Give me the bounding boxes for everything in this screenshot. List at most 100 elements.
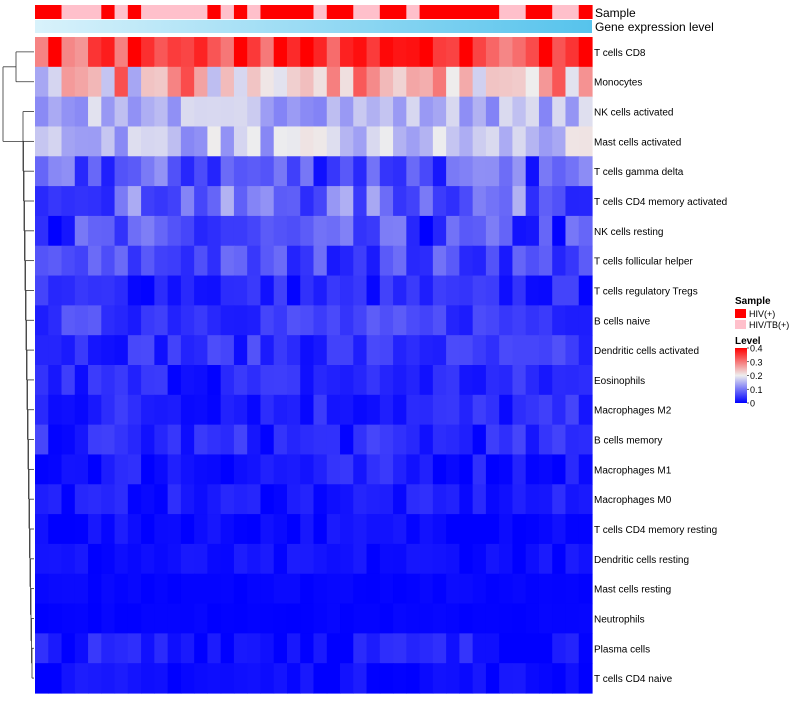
heatmap-cell: [538, 663, 553, 694]
heatmap-cell: [472, 663, 487, 694]
heatmap-cell: [141, 394, 155, 426]
heatmap-cell: [485, 245, 500, 277]
heatmap-cell: [35, 126, 49, 157]
heatmap-cell: [101, 37, 116, 68]
heatmap-cell: [154, 365, 169, 396]
heatmap-cell: [340, 335, 354, 366]
heatmap-cell: [88, 424, 102, 456]
heatmap-cell: [340, 305, 354, 336]
heatmap-cell: [233, 454, 248, 485]
heatmap-cell: [114, 245, 129, 277]
heatmap-cell: [419, 543, 434, 575]
heatmap-cell: [353, 603, 368, 634]
heatmap-cell: [565, 186, 580, 217]
legend-level-title: Level: [735, 336, 761, 347]
heatmap-cell: [88, 126, 102, 157]
heatmap-cell: [207, 215, 222, 247]
heatmap-cell: [393, 335, 407, 366]
heatmap-cell: [326, 394, 341, 426]
heatmap-cell: [499, 37, 514, 68]
heatmap-cell: [538, 394, 553, 426]
heatmap-cell: [406, 514, 421, 545]
heatmap-cell: [472, 156, 487, 187]
gene-expression-level-track: [35, 20, 592, 33]
heatmap-cell: [74, 573, 89, 605]
heatmap-cell: [154, 96, 169, 128]
heatmap-cell: [432, 484, 447, 515]
heatmap-cell: [499, 573, 514, 605]
heatmap-cell: [273, 454, 288, 485]
heatmap-cell: [233, 394, 248, 426]
row-label: Plasma cells: [594, 644, 650, 655]
heatmap-cell: [207, 37, 222, 68]
heatmap-cell: [326, 96, 341, 128]
heatmap-cell: [459, 275, 474, 306]
heatmap-cell: [472, 37, 487, 68]
heatmap-cell: [525, 514, 540, 545]
heatmap-cell: [499, 633, 514, 664]
heatmap-cell: [340, 245, 354, 277]
heatmap-cell: [379, 156, 394, 187]
heatmap-cell: [578, 514, 593, 545]
heatmap-cell: [565, 514, 580, 545]
heatmap-cell: [446, 305, 460, 336]
heatmap-cell: [499, 96, 514, 128]
heatmap-cell: [578, 543, 593, 575]
heatmap-cell: [459, 186, 474, 217]
heatmap-cell: [61, 335, 76, 366]
heatmap-cell: [247, 156, 262, 187]
sample-cell: [578, 5, 593, 19]
heatmap-cell: [353, 365, 368, 396]
heatmap-cell: [565, 305, 580, 336]
heatmap-cell: [194, 215, 209, 247]
heatmap-cell: [233, 603, 248, 634]
heatmap-cell: [88, 484, 102, 515]
heatmap-cell: [313, 424, 328, 456]
heatmap-cell: [340, 603, 354, 634]
heatmap-cell: [194, 365, 209, 396]
heatmap-cell: [273, 245, 288, 277]
heatmap-cell: [446, 543, 460, 575]
heatmap-cell: [273, 305, 288, 336]
row-dendrogram: [2, 51, 34, 679]
heatmap-cell: [485, 543, 500, 575]
heatmap-cell: [167, 514, 182, 545]
heatmap-cell: [565, 275, 580, 306]
heatmap-cell: [432, 37, 447, 68]
heatmap-cell: [247, 335, 262, 366]
heatmap-cell: [340, 633, 354, 664]
heatmap-cell: [300, 603, 315, 634]
sample-cell: [419, 5, 434, 19]
row-label: T cells follicular helper: [594, 257, 693, 268]
heatmap-cell: [366, 663, 381, 694]
heatmap-cell: [525, 215, 540, 247]
heatmap-cell: [101, 365, 116, 396]
heatmap-cell: [286, 573, 301, 605]
heatmap-cell: [353, 275, 368, 306]
heatmap-cell: [512, 37, 527, 68]
heatmap-cell: [260, 66, 275, 98]
heatmap-cell: [326, 37, 341, 68]
heatmap-cell: [194, 573, 209, 605]
heatmap-cell: [552, 37, 567, 68]
heatmap-cell: [114, 663, 129, 694]
heatmap-cell: [48, 126, 63, 157]
heatmap-cell: [300, 365, 315, 396]
heatmap-cell: [313, 514, 328, 545]
heatmap-cell: [459, 394, 474, 426]
heatmap-cell: [552, 215, 567, 247]
heatmap-cell: [48, 156, 63, 187]
sample-cell: [35, 5, 49, 19]
heatmap-cell: [472, 365, 487, 396]
heatmap-cell: [565, 215, 580, 247]
heatmap-cell: [141, 215, 155, 247]
heatmap-cell: [313, 454, 328, 485]
heatmap-cell: [340, 215, 354, 247]
heatmap-cell: [419, 37, 434, 68]
heatmap-cell: [379, 305, 394, 336]
heatmap-cell: [127, 156, 142, 187]
heatmap-cell: [393, 275, 407, 306]
heatmap-cell: [525, 543, 540, 575]
heatmap-cell: [180, 215, 195, 247]
